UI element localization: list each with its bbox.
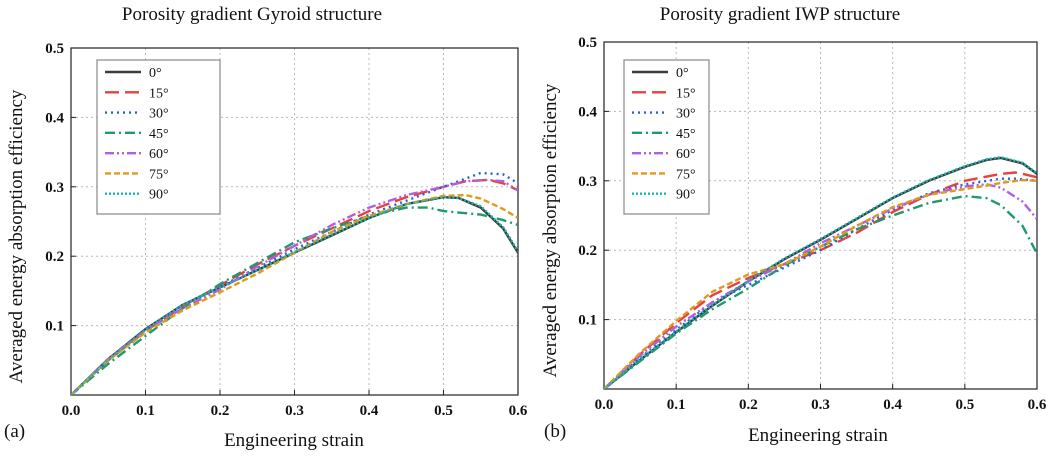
legend-label: 15° bbox=[149, 86, 169, 101]
panel-label: (a) bbox=[4, 421, 25, 442]
x-tick-label: 0.3 bbox=[811, 397, 830, 413]
x-axis-label: Engineering strain bbox=[224, 430, 364, 451]
series-line-5 bbox=[604, 178, 1037, 389]
y-tick-label: 0.1 bbox=[45, 319, 64, 335]
legend-label: 75° bbox=[149, 167, 169, 182]
x-axis-label: Engineering strain bbox=[748, 425, 888, 446]
y-tick-label: 0.2 bbox=[45, 249, 64, 265]
y-axis-label: Averaged energy absorption efficiency bbox=[6, 89, 27, 383]
series-group bbox=[71, 171, 518, 395]
legend-label: 15° bbox=[676, 86, 696, 101]
chart-title: Porosity gradient IWP structure bbox=[660, 4, 900, 25]
legend-label: 75° bbox=[676, 167, 696, 182]
legend-label: 30° bbox=[149, 107, 169, 122]
chart-title: Porosity gradient Gyroid structure bbox=[122, 4, 382, 25]
legend-box bbox=[623, 59, 710, 215]
x-tick-label: 0.5 bbox=[434, 403, 453, 419]
legend-label: 45° bbox=[149, 127, 169, 142]
panel-label: (b) bbox=[544, 421, 566, 442]
series-line-1 bbox=[604, 171, 1037, 389]
x-tick-label: 0.0 bbox=[595, 397, 614, 413]
y-tick-label: 0.5 bbox=[45, 41, 64, 57]
legend: 0° 15° 30° 45° 60° 75° 90° bbox=[96, 59, 221, 215]
chart-panel-a: Porosity gradient Gyroid structure 0.0 0.1… bbox=[4, 4, 528, 451]
legend-label: 90° bbox=[149, 188, 169, 203]
series-line-4 bbox=[604, 183, 1037, 389]
x-tick-label: 0.5 bbox=[955, 397, 974, 413]
y-tick-label: 0.4 bbox=[45, 110, 64, 126]
legend-label: 60° bbox=[149, 147, 169, 162]
legend: 0° 15° 30° 45° 60° 75° 90° bbox=[623, 59, 710, 215]
series-line-5 bbox=[71, 193, 518, 395]
x-tick-label: 0.2 bbox=[739, 397, 758, 413]
series-line-0 bbox=[71, 195, 518, 395]
y-tick-label: 0.5 bbox=[578, 35, 597, 51]
x-tick-label: 0.4 bbox=[360, 403, 379, 419]
legend-label: 60° bbox=[676, 147, 696, 162]
y-tick-label: 0.4 bbox=[578, 104, 597, 120]
legend-label: 0° bbox=[149, 66, 162, 81]
series-line-4 bbox=[71, 178, 518, 395]
x-tick-label: 0.1 bbox=[136, 403, 155, 419]
series-line-3 bbox=[604, 194, 1037, 389]
y-axis-label: Averaged energy absorption efficiency bbox=[540, 83, 561, 377]
x-tick-label: 0.6 bbox=[1028, 397, 1047, 413]
y-tick-label: 0.1 bbox=[578, 313, 597, 329]
x-tick-label: 0.3 bbox=[285, 403, 304, 419]
y-tick-label: 0.3 bbox=[578, 174, 597, 190]
legend-label: 45° bbox=[676, 127, 696, 142]
x-tick-label: 0.1 bbox=[667, 397, 686, 413]
x-tick-label: 0.0 bbox=[62, 403, 81, 419]
series-line-2 bbox=[71, 171, 518, 395]
legend-box bbox=[96, 59, 221, 215]
y-tick-label: 0.2 bbox=[578, 243, 597, 259]
y-tick-label: 0.3 bbox=[45, 180, 64, 196]
legend-label: 30° bbox=[676, 107, 696, 122]
series-group bbox=[604, 155, 1037, 389]
series-line-6 bbox=[604, 155, 1037, 389]
legend-label: 90° bbox=[676, 188, 696, 203]
chart-panel-b: Porosity gradient IWP structure 0.0 0.1 0.2… bbox=[540, 4, 1047, 446]
x-tick-label: 0.2 bbox=[211, 403, 230, 419]
series-line-3 bbox=[71, 206, 518, 395]
x-tick-label: 0.4 bbox=[883, 397, 902, 413]
legend-label: 0° bbox=[676, 66, 689, 81]
series-line-2 bbox=[604, 177, 1037, 389]
series-line-6 bbox=[71, 195, 518, 395]
x-tick-label: 0.6 bbox=[509, 403, 528, 419]
